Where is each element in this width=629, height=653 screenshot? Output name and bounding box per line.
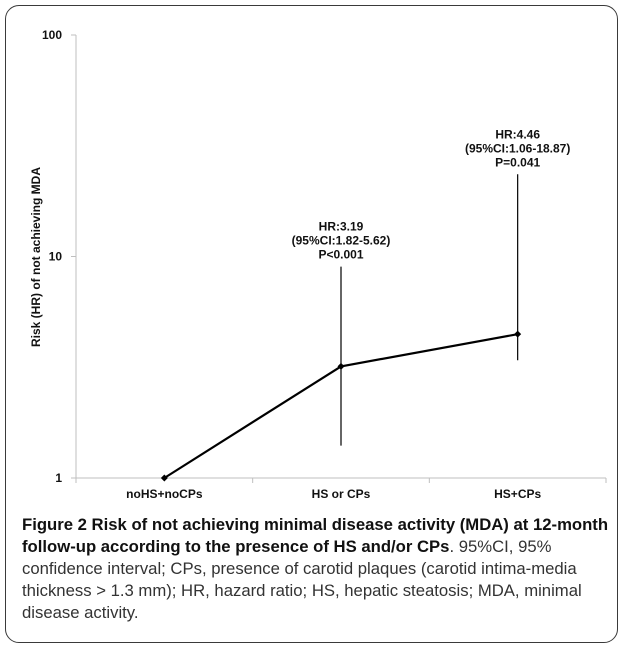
annotation-line: HR:3.19 [319, 220, 364, 234]
chart: 1 10 100 noHS+noCPs HS or CPs HS+CPs HR:3.19… [29, 28, 607, 501]
y-axis-label: Risk (HR) of not achieving MDA [29, 167, 43, 347]
annotation-line: P<0.001 [318, 248, 363, 262]
x-tick-label: HS or CPs [312, 487, 371, 501]
y-tick-label: 100 [42, 28, 62, 42]
figure-frame [5, 5, 618, 643]
x-tick-label: HS+CPs [494, 487, 541, 501]
x-tick-label: noHS+noCPs [126, 487, 203, 501]
data-point [514, 330, 522, 338]
data-point [160, 474, 168, 482]
caption-title: Risk of not achieving minimal disease ac… [22, 515, 609, 556]
annotation-line: (95%CI:1.82-5.62) [292, 234, 391, 248]
caption-figure-label: Figure 2 [22, 515, 87, 534]
y-tick-label: 1 [55, 471, 62, 485]
data-point [337, 362, 345, 370]
figure-caption: Figure 2 Risk of not achieving minimal d… [22, 514, 622, 624]
annotation-line: HR:4.46 [495, 127, 540, 141]
annotation-line: P=0.041 [495, 155, 540, 169]
caption-cps: CPs [416, 537, 450, 556]
caption-body: . 95%CI, 95% confidence interval; CPs, p… [22, 537, 582, 622]
annotation-line: (95%CI:1.06-18.87) [465, 141, 570, 155]
y-tick-label: 10 [49, 250, 63, 264]
